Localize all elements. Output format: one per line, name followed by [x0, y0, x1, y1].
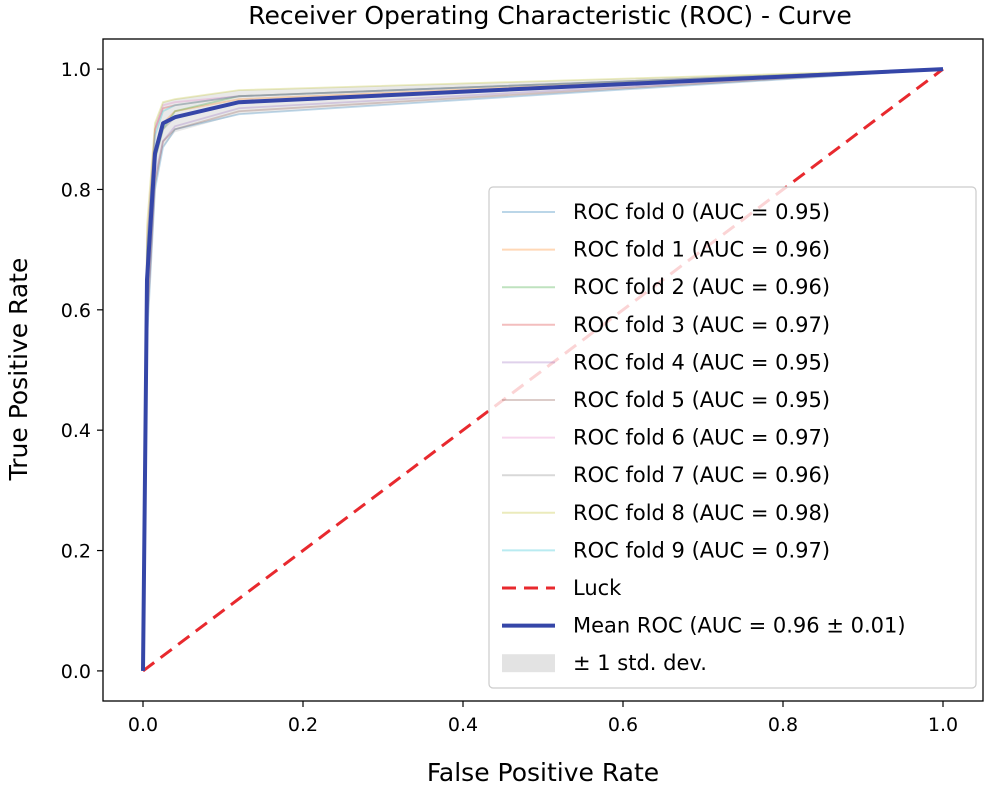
legend-swatch-std-dev — [502, 654, 555, 673]
legend-label-roc-fold-1-auc-0-96: ROC fold 1 (AUC = 0.96) — [573, 238, 830, 262]
chart-title: Receiver Operating Characteristic (ROC) … — [248, 1, 852, 30]
legend-label-luck: Luck — [573, 576, 622, 600]
y-tick-label: 0.0 — [61, 661, 91, 683]
y-tick-label: 0.4 — [61, 420, 91, 442]
y-tick-label: 0.2 — [61, 541, 91, 563]
legend-label-roc-fold-0-auc-0-95: ROC fold 0 (AUC = 0.95) — [573, 200, 830, 224]
legend-label-roc-fold-6-auc-0-97: ROC fold 6 (AUC = 0.97) — [573, 426, 830, 450]
roc-fold-8-line — [142, 68, 944, 671]
legend: ROC fold 0 (AUC = 0.95) ROC fold 1 (AUC =… — [488, 186, 977, 689]
legend-box — [488, 186, 977, 689]
axis-ticks: 0.0 0.2 0.4 0.6 0.8 1.0 0.0 0.2 0.4 0.6 0.8 1.0 — [61, 59, 958, 736]
legend-label-roc-fold-7-auc-0-96: ROC fold 7 (AUC = 0.96) — [573, 463, 830, 487]
x-tick-label: 0.6 — [608, 714, 638, 736]
legend-label-roc-fold-9-auc-0-97: ROC fold 9 (AUC = 0.97) — [573, 538, 830, 562]
y-tick-label: 1.0 — [61, 59, 91, 81]
mean-roc-line — [141, 67, 944, 671]
legend-label-1-std-dev: ± 1 std. dev. — [573, 651, 707, 675]
y-tick-label: 0.6 — [61, 300, 91, 322]
axes-frame — [102, 38, 984, 702]
x-tick-label: 0.8 — [768, 714, 798, 736]
roc-fold-6-line — [142, 68, 944, 671]
x-axis-label: False Positive Rate — [427, 758, 659, 787]
x-tick-label: 0.0 — [128, 714, 158, 736]
plot-area — [141, 67, 944, 673]
luck-line — [142, 67, 944, 673]
legend-label-roc-fold-3-auc-0-97: ROC fold 3 (AUC = 0.97) — [573, 313, 830, 337]
x-tick-label: 0.4 — [448, 714, 478, 736]
x-tick-label: 1.0 — [928, 714, 958, 736]
x-tick-label: 0.2 — [288, 714, 318, 736]
legend-label-roc-fold-8-auc-0-98: ROC fold 8 (AUC = 0.98) — [573, 501, 830, 525]
legend-label-roc-fold-4-auc-0-95: ROC fold 4 (AUC = 0.95) — [573, 350, 830, 374]
y-axis-label: True Positive Rate — [4, 258, 33, 482]
legend-label-roc-fold-2-auc-0-96: ROC fold 2 (AUC = 0.96) — [573, 275, 830, 299]
legend-label-roc-fold-5-auc-0-95: ROC fold 5 (AUC = 0.95) — [573, 388, 830, 412]
legend-label-mean-roc-auc-0-96-0-01: Mean ROC (AUC = 0.96 ± 0.01) — [573, 614, 906, 638]
y-tick-label: 0.8 — [61, 179, 91, 201]
